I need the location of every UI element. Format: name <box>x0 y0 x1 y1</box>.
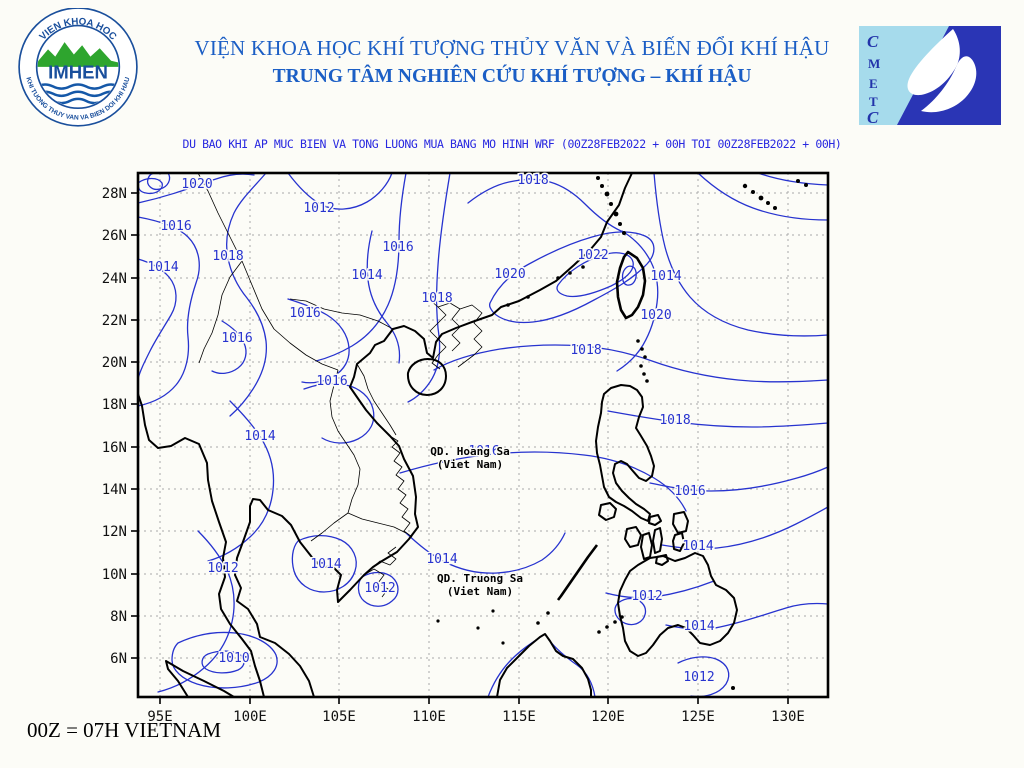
cmetc-letters: C M E T C <box>867 32 880 127</box>
lat-axis-label: 12N <box>102 524 127 540</box>
isobar-label: 1012 <box>631 589 662 604</box>
border-layer <box>197 172 483 598</box>
isobar-label: 1022 <box>577 248 608 263</box>
isobar-label: 1014 <box>147 260 178 275</box>
isobar-label: 1016 <box>468 444 499 459</box>
cmetc-swirl-top <box>907 29 960 96</box>
isobar-label: 1012 <box>303 201 334 216</box>
isobar-label: 1016 <box>316 374 347 389</box>
isobar-label: 1014 <box>244 429 275 444</box>
lon-axis-label: 115E <box>502 709 536 725</box>
isobar-label: 1016 <box>674 484 705 499</box>
isobar-label: 1012 <box>683 670 714 685</box>
lat-axis-label: 28N <box>102 186 127 202</box>
lat-axis-label: 16N <box>102 440 127 456</box>
lat-axis-label: 26N <box>102 228 127 244</box>
isobar-label: 1016 <box>382 240 413 255</box>
lon-axis-label: 120E <box>591 709 625 725</box>
lat-axis-label: 10N <box>102 567 127 583</box>
island-dots <box>436 176 808 690</box>
center-title: TRUNG TÂM NGHIÊN CỨU KHÍ TƯỢNG – KHÍ HẬU <box>272 66 752 87</box>
island-group-label: QD. Truong Sa <box>437 572 523 585</box>
isobar-label: 1014 <box>310 557 341 572</box>
institute-title: VIỆN KHOA HỌC KHÍ TƯỢNG THỦY VĂN VÀ BIẾN… <box>194 36 830 60</box>
map-annotation-layer: 28N 26N 24N 22N 20N 18N 16N 14N 12N 10N 8N 6N 95E 100… <box>102 172 805 726</box>
isobar-label: 1018 <box>659 413 690 428</box>
isobar-label: 1016 <box>289 306 320 321</box>
lat-axis-label: 18N <box>102 397 127 413</box>
isobar-label: 1020 <box>640 308 671 323</box>
lat-axis-label: 8N <box>110 609 127 625</box>
island-group-label: (Viet Nam) <box>447 585 513 598</box>
lat-axis-label: 14N <box>102 482 127 498</box>
isobar-label: 1014 <box>426 552 457 567</box>
map-frame <box>136 171 830 699</box>
isobar-label: 1014 <box>682 539 713 554</box>
forecast-subtitle: DU BAO KHI AP MUC BIEN VA TONG LUONG MUA… <box>182 137 842 151</box>
isobar-label: 1018 <box>421 291 452 306</box>
isobar-label: 1016 <box>160 219 191 234</box>
lon-axis-label: 95E <box>147 709 172 725</box>
cmetc-letter-c-bottom: C <box>867 108 879 127</box>
isobar-label: 1020 <box>181 177 212 192</box>
isobar-label: 1012 <box>207 561 238 576</box>
isobar-label: 1016 <box>221 331 252 346</box>
logo-mountains <box>37 42 119 67</box>
isobar-label: 1012 <box>364 581 395 596</box>
imhen-logo: VIEN KHOA HOC KHI TUONG THUY VAN VA BIEN… <box>18 8 138 127</box>
pressure-map-container: 28N 26N 24N 22N 20N 18N 16N 14N 12N 10N 8N 6N 95E 100… <box>98 153 853 733</box>
time-note: 00Z = 07H VIETNAM <box>27 718 222 742</box>
island-group-label: QD. Hoang Sa <box>430 445 509 458</box>
lat-axis-label: 6N <box>110 651 127 667</box>
isobar-label: 1020 <box>494 267 525 282</box>
island-group-label: (Viet Nam) <box>437 458 503 471</box>
lon-axis-label: 105E <box>322 709 356 725</box>
isobar-label: 1018 <box>212 249 243 264</box>
isobar-label: 1014 <box>351 268 382 283</box>
lon-axis-label: 100E <box>233 709 267 725</box>
isobar-label: 1018 <box>517 173 548 188</box>
cmetc-swirl-bottom <box>921 56 977 113</box>
isobar-label: 1014 <box>683 619 714 634</box>
coastline-layer <box>137 172 808 698</box>
cmetc-letter-t: T <box>869 94 878 109</box>
cmetc-logo: C M E T C <box>859 26 1001 127</box>
pressure-map: 28N 26N 24N 22N 20N 18N 16N 14N 12N 10N 8N 6N 95E 100… <box>102 171 830 726</box>
lon-axis-label: 125E <box>681 709 715 725</box>
logo-acronym: IMHEN <box>48 61 108 82</box>
lat-axis-label: 20N <box>102 355 127 371</box>
isobar-layer <box>137 172 829 698</box>
lon-axis-label: 110E <box>412 709 446 725</box>
lon-axis-label: 130E <box>771 709 805 725</box>
cmetc-letter-e: E <box>869 76 878 91</box>
isobar-label: 1014 <box>650 269 681 284</box>
lat-axis-label: 24N <box>102 271 127 287</box>
isobar-label: 1010 <box>218 651 249 666</box>
cmetc-letter-c-top: C <box>867 32 879 51</box>
cmetc-letter-m: M <box>868 56 880 71</box>
lat-axis-label: 22N <box>102 313 127 329</box>
isobar-label: 1018 <box>570 343 601 358</box>
